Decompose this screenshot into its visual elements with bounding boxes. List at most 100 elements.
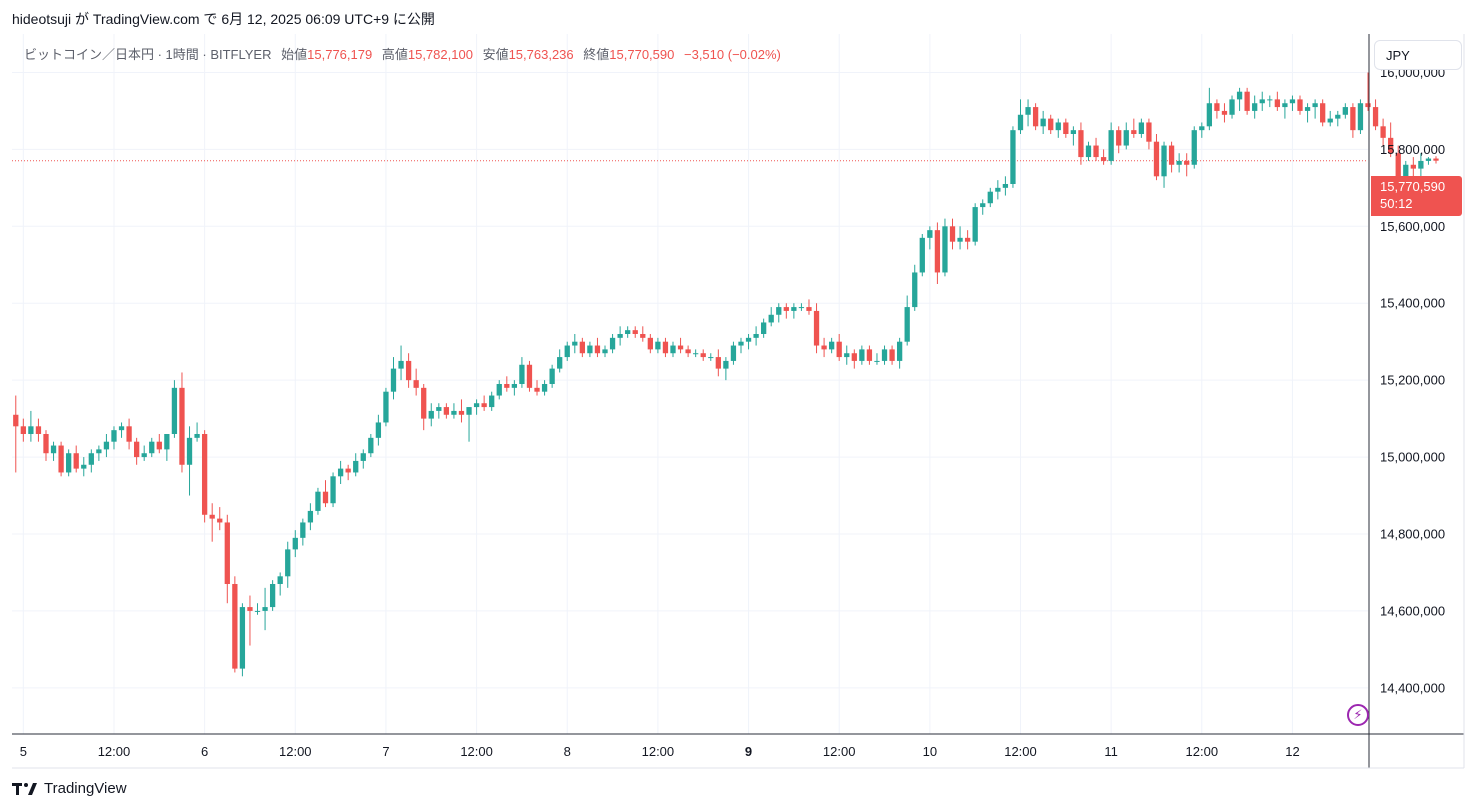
candle-body (753, 334, 759, 338)
candle-body (1085, 145, 1092, 158)
candle-body (232, 584, 238, 669)
candle-body (20, 426, 26, 434)
x-tick-label: 12:00 (1186, 744, 1219, 759)
candle-body (942, 226, 948, 273)
candle-body (730, 345, 737, 361)
candle-body (443, 407, 450, 415)
candle-body (428, 410, 434, 419)
candle-body (1063, 122, 1069, 134)
candle-body (670, 345, 676, 354)
legend-open-value: 15,776,179 (307, 47, 373, 62)
candle-body (1093, 145, 1099, 158)
axes: 14,400,000 14,600,000 14,800,000 15,000,000… (12, 34, 1465, 769)
candle-body (269, 584, 276, 608)
candle-body (995, 187, 1001, 192)
candle-body (300, 522, 306, 538)
candle-body (28, 426, 34, 434)
candle-body (791, 307, 797, 311)
candle-body (609, 337, 616, 350)
candle-body (1123, 130, 1129, 146)
candle-body (579, 341, 585, 354)
ohlc-legend: ビットコイン／日本円 · 1時間 · BITFLYER 始値15,776,179… (24, 44, 781, 63)
last-price-tag: 15,770,590 50:12 (1371, 176, 1462, 216)
candle-body (677, 345, 684, 350)
candle-body (594, 345, 601, 354)
candle-body (1403, 164, 1409, 181)
candle-body (1320, 103, 1326, 123)
candle-body (1229, 99, 1235, 115)
candle-body (141, 453, 147, 458)
candle-body (496, 384, 502, 396)
candle-body (66, 453, 72, 473)
candle-body (889, 349, 895, 361)
candle-body (987, 191, 993, 204)
candle-body (1025, 107, 1031, 115)
candle-body (390, 368, 397, 392)
candle-body (466, 407, 472, 415)
flash-icon[interactable]: ⚡ (1347, 704, 1369, 726)
candle-body (1244, 91, 1250, 111)
candle-body (541, 384, 548, 392)
candle-body (519, 364, 525, 384)
legend-close-value: 15,770,590 (609, 47, 675, 62)
candle-body (738, 341, 744, 346)
candle-body (1153, 141, 1160, 177)
candles (13, 72, 1439, 677)
candle-body (912, 272, 918, 308)
candle-body (632, 330, 638, 334)
candle-body (1221, 110, 1228, 115)
legend-symbol: ビットコイン／日本円 · 1時間 · BITFLYER (24, 47, 272, 62)
x-tick-label: 12:00 (460, 744, 493, 759)
candle-body (247, 607, 253, 611)
x-tick-label: 11 (1104, 744, 1118, 759)
candle-body (1335, 114, 1341, 119)
candle-body (1116, 130, 1122, 146)
x-tick-label: 12:00 (642, 744, 675, 759)
candle-body (368, 437, 374, 454)
candle-body (587, 345, 593, 354)
candle-body (43, 434, 49, 454)
candle-body (1184, 160, 1190, 165)
candle-body (134, 441, 140, 458)
candle-body (262, 607, 268, 611)
candle-body (171, 387, 178, 434)
candle-body (821, 345, 827, 350)
x-tick-label: 5 (20, 744, 27, 759)
legend-high-label: 高値 (381, 47, 408, 62)
candle-body (322, 491, 329, 504)
legend-close-label: 終値 (583, 47, 610, 62)
y-tick-label: 14,400,000 (1380, 680, 1445, 695)
candle-body (413, 380, 419, 388)
candle-body (179, 387, 185, 465)
candle-body (1259, 99, 1265, 104)
legend-low-label: 安値 (482, 47, 509, 62)
candle-body (88, 453, 94, 465)
y-tick-label: 15,800,000 (1380, 142, 1445, 157)
candle-body (118, 426, 125, 431)
candle-body (1055, 122, 1061, 131)
currency-button[interactable]: JPY (1374, 40, 1462, 70)
candle-body (405, 360, 412, 381)
candle-body (806, 307, 812, 311)
candle-body (662, 341, 669, 354)
candle-body (1282, 103, 1288, 108)
candle-body (436, 407, 442, 411)
candle-body (451, 410, 457, 415)
last-price-value: 15,770,590 (1380, 179, 1446, 194)
candle-body (398, 360, 404, 369)
candle-body (549, 368, 555, 384)
candle-body (1425, 158, 1432, 161)
candle-body (526, 364, 533, 388)
x-tick-label: 12:00 (1004, 744, 1037, 759)
y-tick-label: 15,400,000 (1380, 296, 1445, 311)
candle-body (640, 334, 646, 338)
candle-body (715, 357, 721, 369)
footer-brand[interactable]: TradingView (12, 780, 127, 797)
y-tick-label: 14,600,000 (1380, 603, 1445, 618)
candle-body (13, 414, 19, 427)
candle-body (874, 360, 880, 362)
candle-body (1433, 158, 1439, 161)
candle-body (761, 322, 767, 334)
candle-body (1048, 118, 1054, 131)
